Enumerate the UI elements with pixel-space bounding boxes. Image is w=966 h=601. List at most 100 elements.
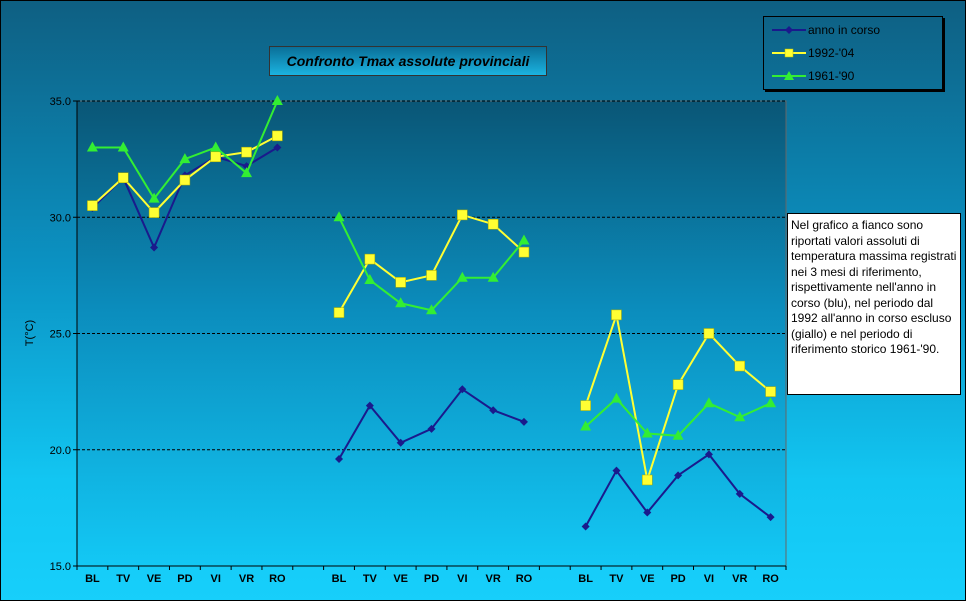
data-point-1992-04 [672,379,684,390]
data-point-anno-in-corso [427,424,436,433]
data-point-anno-in-corso [273,143,282,152]
legend-label: 1961-'90 [808,69,855,83]
x-tick-label: PD [670,573,685,585]
y-axis-label: T(°C) [24,320,36,346]
data-point-anno-in-corso [489,406,498,415]
x-tick-label: VI [457,573,467,585]
x-tick-label: BL [85,573,100,585]
data-point-1961-90 [580,420,592,431]
data-point-1961-90 [395,297,407,308]
legend-item-1961-90: 1961-'90 [772,68,854,84]
data-point-1992-04 [117,172,129,183]
data-point-1992-04 [333,307,345,318]
data-point-1992-04 [426,270,437,281]
data-point-anno-in-corso [458,385,467,394]
x-tick-label: VR [732,573,747,585]
data-point-1961-90 [179,153,191,164]
legend-marker-square-icon [772,48,806,58]
y-tick-label: 25.0 [50,329,71,341]
legend: anno in corso 1992-'04 1961-'90 [763,16,943,90]
data-point-1961-90 [426,304,437,315]
data-point-anno-in-corso [396,438,405,447]
data-point-1961-90 [86,141,98,152]
data-point-1992-04 [179,174,191,186]
axes: 15.0 20.0 25.0 30.0 35.0 BL TV VE PD VI VR RO BL TV VE… [50,96,787,585]
data-point-1992-04 [703,328,715,339]
data-point-1992-04 [272,130,283,142]
data-point-anno-in-corso [735,489,744,498]
x-tick-label: BL [332,573,347,585]
legend-item-anno-in-corso: anno in corso [772,22,880,38]
data-point-anno-in-corso [674,471,683,480]
x-tick-label: TV [609,573,624,585]
data-point-1961-90 [241,167,253,178]
data-point-1992-04 [580,400,591,411]
data-point-1992-04 [487,218,499,230]
data-point-1992-04 [148,207,160,218]
data-point-1961-90 [364,274,376,285]
x-tick-label: TV [116,573,131,585]
x-tick-label: VE [147,573,162,585]
data-point-anno-in-corso [581,522,590,531]
data-point-1961-90 [210,141,222,152]
x-tick-label: VI [211,573,221,585]
x-tick-label: PD [177,573,192,585]
x-tick-label: VE [640,573,655,585]
x-tick-label: RO [762,573,779,585]
data-point-1992-04 [395,277,406,288]
data-point-1992-04 [210,151,221,163]
y-tick-label: 15.0 [50,561,71,573]
gridlines [77,100,786,451]
legend-marker-diamond-icon [772,26,806,34]
y-tick-label: 30.0 [50,212,71,224]
chart-title: Confronto Tmax assolute provinciali [269,46,547,76]
data-point-1961-90 [765,397,777,408]
data-point-1992-04 [457,209,468,221]
x-tick-label: BL [578,573,593,585]
data-point-1961-90 [672,429,684,440]
data-point-anno-in-corso [150,243,159,252]
data-point-1992-04 [364,253,376,265]
data-point-1961-90 [518,234,530,245]
legend-marker-triangle-icon [772,71,806,80]
data-point-anno-in-corso [335,455,344,464]
legend-label: anno in corso [808,23,881,37]
x-tick-label: VI [704,573,714,585]
data-point-1992-04 [765,386,776,397]
series [86,95,777,531]
data-point-anno-in-corso [519,417,528,426]
data-point-anno-in-corso [612,466,621,475]
data-point-1961-90 [117,141,129,152]
data-point-1961-90 [271,95,283,105]
data-point-anno-in-corso [365,401,374,410]
data-point-1992-04 [241,146,252,158]
x-tick-label: RO [269,573,286,585]
data-point-1992-04 [642,474,653,486]
note-box: Nel grafico a fianco sono riportati valo… [787,213,961,395]
data-point-1992-04 [87,200,98,211]
x-tick-label: TV [363,573,378,585]
y-tick-label: 20.0 [50,445,71,457]
data-point-1961-90 [487,271,499,282]
data-point-1961-90 [703,397,715,408]
x-tick-label: PD [424,573,439,585]
y-tick-label: 35.0 [50,96,71,108]
data-point-1961-90 [456,271,468,282]
data-point-1992-04 [734,360,746,372]
data-point-1961-90 [734,411,746,422]
x-tick-label: VR [486,573,501,585]
data-point-1961-90 [333,211,345,222]
data-point-1992-04 [518,246,530,258]
x-tick-label: RO [516,573,533,585]
data-point-anno-in-corso [704,450,713,459]
data-point-1961-90 [148,192,160,203]
data-point-1961-90 [641,427,653,438]
x-tick-label: VE [393,573,408,585]
data-point-anno-in-corso [643,508,652,517]
x-tick-label: VR [239,573,254,585]
data-point-anno-in-corso [766,513,775,522]
legend-label: 1992-'04 [808,46,855,60]
data-point-1992-04 [611,309,622,321]
data-point-1961-90 [610,392,622,403]
